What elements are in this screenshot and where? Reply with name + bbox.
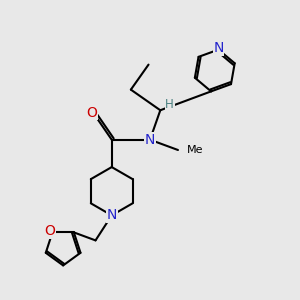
Text: O: O [87,106,98,120]
Text: N: N [145,133,155,147]
Text: H: H [165,98,174,111]
Text: N: N [106,208,117,222]
Text: Me: Me [187,145,203,155]
Text: O: O [44,224,55,238]
Text: N: N [213,41,224,55]
